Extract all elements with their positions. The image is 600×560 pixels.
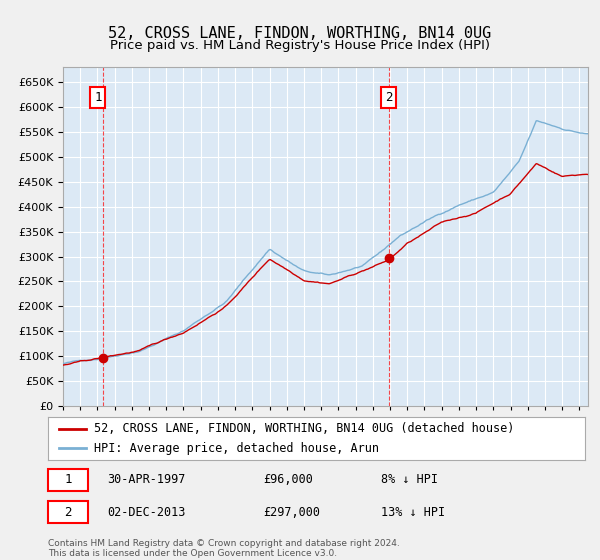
Text: 1: 1 [94, 91, 101, 104]
Text: 1: 1 [64, 473, 72, 487]
Text: 02-DEC-2013: 02-DEC-2013 [107, 506, 185, 519]
Text: 52, CROSS LANE, FINDON, WORTHING, BN14 0UG (detached house): 52, CROSS LANE, FINDON, WORTHING, BN14 0… [94, 422, 514, 435]
FancyBboxPatch shape [48, 501, 88, 524]
Text: 52, CROSS LANE, FINDON, WORTHING, BN14 0UG: 52, CROSS LANE, FINDON, WORTHING, BN14 0… [109, 26, 491, 41]
FancyBboxPatch shape [48, 469, 88, 491]
Text: 30-APR-1997: 30-APR-1997 [107, 473, 185, 487]
Text: Contains HM Land Registry data © Crown copyright and database right 2024.
This d: Contains HM Land Registry data © Crown c… [48, 539, 400, 558]
Text: £96,000: £96,000 [263, 473, 313, 487]
Text: 2: 2 [64, 506, 72, 519]
Text: £297,000: £297,000 [263, 506, 320, 519]
Text: 2: 2 [385, 91, 392, 104]
Text: Price paid vs. HM Land Registry's House Price Index (HPI): Price paid vs. HM Land Registry's House … [110, 39, 490, 53]
Text: HPI: Average price, detached house, Arun: HPI: Average price, detached house, Arun [94, 442, 379, 455]
Text: 13% ↓ HPI: 13% ↓ HPI [381, 506, 445, 519]
Text: 8% ↓ HPI: 8% ↓ HPI [381, 473, 438, 487]
